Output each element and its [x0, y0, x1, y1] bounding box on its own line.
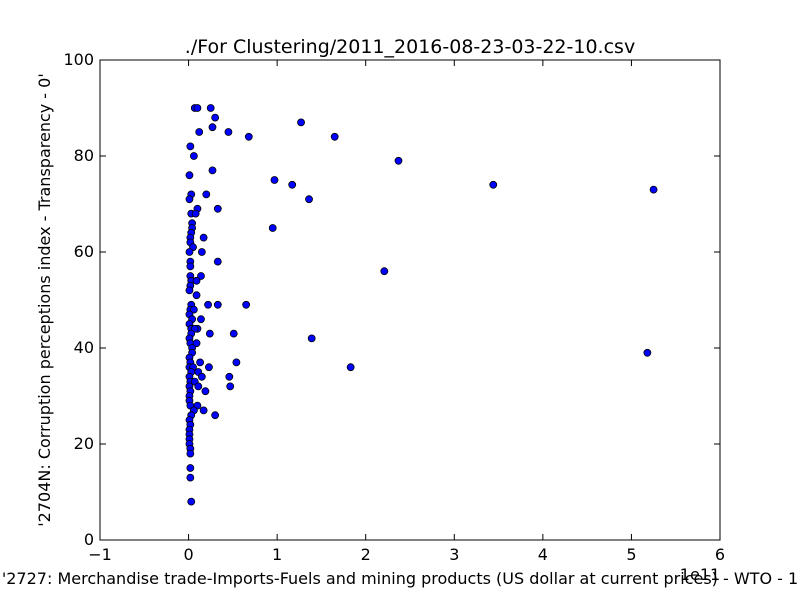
data-point — [199, 233, 208, 242]
data-point — [204, 300, 212, 309]
y-tick-label: 100 — [63, 50, 94, 69]
y-axis-label: '2704N: Corruption perceptions index - T… — [35, 73, 54, 526]
data-point — [244, 132, 253, 141]
data-point — [192, 291, 201, 300]
data-point — [197, 272, 205, 280]
data-point — [185, 248, 194, 256]
data-point — [186, 464, 195, 472]
x-tick-label: 4 — [538, 545, 548, 564]
data-point — [202, 190, 211, 199]
data-point — [211, 113, 220, 122]
data-point — [185, 171, 194, 180]
x-tick-label: 3 — [449, 545, 459, 564]
y-tick-label: 80 — [74, 146, 94, 165]
y-tick-label: 0 — [84, 530, 94, 549]
data-point — [232, 358, 241, 367]
data-point — [297, 118, 305, 127]
data-point — [185, 195, 194, 204]
data-point — [185, 286, 194, 295]
data-point — [242, 300, 251, 309]
data-point — [186, 262, 195, 271]
y-tick-label: 60 — [74, 242, 94, 261]
data-point — [196, 358, 204, 367]
data-point — [380, 267, 389, 276]
data-point — [197, 315, 205, 324]
x-axis-offset-label: 1e11 — [680, 565, 720, 584]
data-point — [189, 152, 198, 160]
data-point — [224, 128, 233, 136]
data-point — [229, 329, 238, 338]
data-point — [270, 176, 279, 184]
data-point — [206, 104, 215, 112]
x-tick-label: 2 — [361, 545, 371, 564]
data-point — [346, 363, 355, 372]
x-tick-label: 1 — [272, 545, 282, 564]
data-point — [213, 204, 222, 213]
data-point — [643, 348, 652, 357]
data-point — [189, 305, 198, 314]
data-point — [305, 195, 313, 204]
chart-title: ./For Clustering/2011_2016-08-23-03-22-1… — [185, 36, 635, 58]
y-tick-label: 20 — [74, 434, 94, 453]
data-point — [213, 257, 222, 266]
data-point — [205, 363, 213, 372]
data-point — [192, 339, 201, 348]
points-layer — [185, 104, 658, 506]
x-tick-label: 0 — [183, 545, 193, 564]
data-point — [197, 372, 206, 381]
data-point — [288, 180, 297, 189]
plot-frame — [99, 59, 721, 541]
data-point — [213, 300, 222, 309]
data-point — [186, 142, 195, 151]
data-point — [649, 185, 658, 194]
data-point — [394, 156, 403, 165]
x-tick-label: −1 — [88, 545, 112, 564]
x-tick-label: 6 — [715, 545, 725, 564]
data-point — [208, 166, 217, 175]
data-point — [193, 104, 202, 112]
y-tick-label: 40 — [74, 338, 94, 357]
x-axis-label: '2727: Merchandise trade-Imports-Fuels a… — [2, 569, 798, 588]
data-point — [186, 449, 195, 458]
data-point — [194, 382, 203, 391]
data-point — [208, 123, 217, 132]
data-point — [199, 406, 208, 415]
data-point — [330, 132, 339, 141]
x-tick-label: 5 — [626, 545, 636, 564]
data-point — [211, 411, 220, 420]
data-point — [489, 180, 498, 189]
data-point — [307, 334, 316, 343]
data-point — [197, 248, 206, 256]
data-point — [191, 209, 200, 218]
data-point — [225, 372, 234, 381]
data-point — [195, 128, 204, 136]
data-point — [192, 276, 201, 285]
data-point — [187, 497, 196, 506]
data-point — [186, 473, 195, 482]
data-point — [201, 387, 210, 396]
data-point — [226, 382, 235, 391]
data-point — [205, 329, 214, 338]
data-point — [268, 224, 277, 232]
